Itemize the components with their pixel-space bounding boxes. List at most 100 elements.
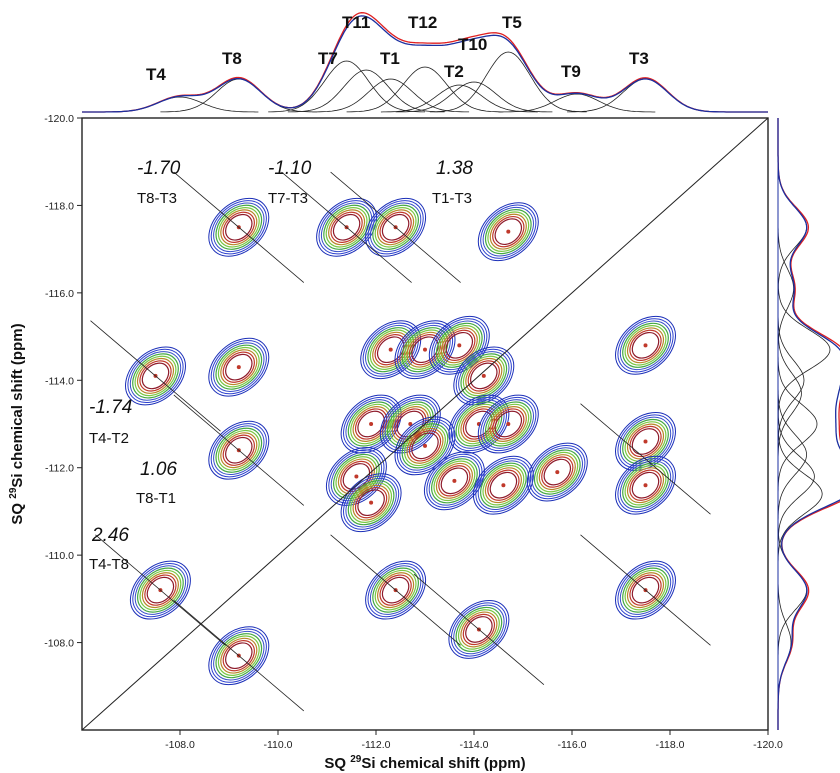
contour-level <box>467 360 500 392</box>
x-tick-label: -116.0 <box>558 739 587 751</box>
contour-level <box>225 213 253 241</box>
guide-line <box>173 171 305 283</box>
contour-level <box>440 467 469 495</box>
contour-level <box>477 394 539 454</box>
contour-level <box>408 430 442 462</box>
contour-level <box>129 560 191 620</box>
contour-level <box>543 458 572 486</box>
cross-peak <box>615 455 676 515</box>
contour-level <box>146 576 175 604</box>
contour-level <box>323 204 370 250</box>
contour-level <box>381 576 410 604</box>
deconvolved-component <box>395 81 553 113</box>
peak-center <box>423 443 427 448</box>
cross-peak <box>325 447 387 506</box>
contour-level <box>132 563 189 618</box>
deconvolved-component <box>101 96 259 113</box>
site-label-t2: T2 <box>444 62 464 81</box>
contour-level <box>492 215 525 248</box>
cross-peak <box>448 600 510 659</box>
peak-center <box>481 373 486 378</box>
cross-peak <box>477 202 539 262</box>
contour-level <box>215 633 263 679</box>
contour-level <box>435 462 473 499</box>
y-axis-ticks: -108.0 -110.0 -112.0 -114.0 -116.0 -118.0 -120… <box>44 113 82 650</box>
contour-level <box>453 346 515 406</box>
x-tick-label: -108.0 <box>165 739 195 751</box>
contour-level <box>492 408 525 440</box>
deconvolved-component <box>777 424 823 564</box>
contour-level <box>465 616 493 643</box>
contour-level <box>541 456 574 488</box>
contour-level <box>208 420 270 480</box>
contour-level <box>531 447 583 497</box>
contour-level <box>369 329 412 370</box>
corr-pair-t7-t3: T7-T3 <box>268 190 308 207</box>
contour-level <box>489 471 518 499</box>
corr-value-t4-t2: -1.74 <box>89 397 132 418</box>
contour-level <box>220 637 258 674</box>
cross-peak <box>615 315 676 375</box>
contour-level <box>345 477 397 528</box>
peak-center <box>506 229 511 234</box>
contour-level <box>357 410 385 438</box>
contour-level <box>450 602 507 657</box>
cross-peak <box>125 346 186 406</box>
peak-center <box>452 478 457 483</box>
contour-level <box>480 462 527 508</box>
contour-level <box>225 436 253 464</box>
contour-level <box>208 337 270 397</box>
deconvolved-component <box>777 384 808 525</box>
corr-pair-t8-t1: T8-T1 <box>136 490 176 507</box>
cross-peak <box>208 197 270 257</box>
peak-center <box>457 343 462 348</box>
contour-level <box>406 427 444 464</box>
contour-level <box>624 421 667 462</box>
deconvolved-component <box>777 572 792 713</box>
contour-level <box>458 351 510 401</box>
contour-level <box>484 401 532 447</box>
contour-level <box>343 396 400 452</box>
deconvolved-component <box>777 279 831 420</box>
cross-peak <box>208 420 270 480</box>
contour-level <box>619 565 672 615</box>
peak-center <box>643 483 648 488</box>
contour-level <box>379 211 412 243</box>
contour-level <box>332 213 361 241</box>
contour-level <box>626 423 665 460</box>
contour-level <box>617 563 674 618</box>
contour-level <box>631 471 660 499</box>
contour-level <box>220 432 258 469</box>
contour-level <box>624 464 667 506</box>
contour-level <box>624 569 667 611</box>
site-label-t10: T10 <box>458 35 487 54</box>
contour-level <box>333 453 380 500</box>
contour-level <box>462 355 505 397</box>
x-tick-label: -114.0 <box>460 739 489 751</box>
contour-level <box>222 640 255 672</box>
contour-level <box>350 403 393 445</box>
experimental-curve <box>777 118 840 730</box>
contour-level <box>487 469 520 501</box>
contour-level <box>129 351 182 401</box>
contour-level <box>215 427 263 473</box>
contour-level <box>622 462 669 508</box>
contour-level <box>377 572 415 609</box>
peak-center <box>236 365 241 370</box>
contour-level <box>438 325 481 366</box>
y-tick-label: -114.0 <box>45 375 74 387</box>
cross-peak <box>615 560 676 620</box>
corr-value-t8-t3: -1.70 <box>137 158 181 179</box>
contour-level <box>480 396 537 452</box>
deconvolved-component <box>429 51 587 113</box>
cross-peak <box>453 346 515 406</box>
contour-level <box>401 423 449 469</box>
contour-level <box>438 465 471 497</box>
contour-level <box>477 202 539 262</box>
contour-level <box>472 455 534 515</box>
contour-level <box>340 394 402 454</box>
contour-level <box>624 325 667 366</box>
contour-level <box>225 642 253 670</box>
contour-level <box>365 197 427 257</box>
contour-level <box>343 475 400 530</box>
